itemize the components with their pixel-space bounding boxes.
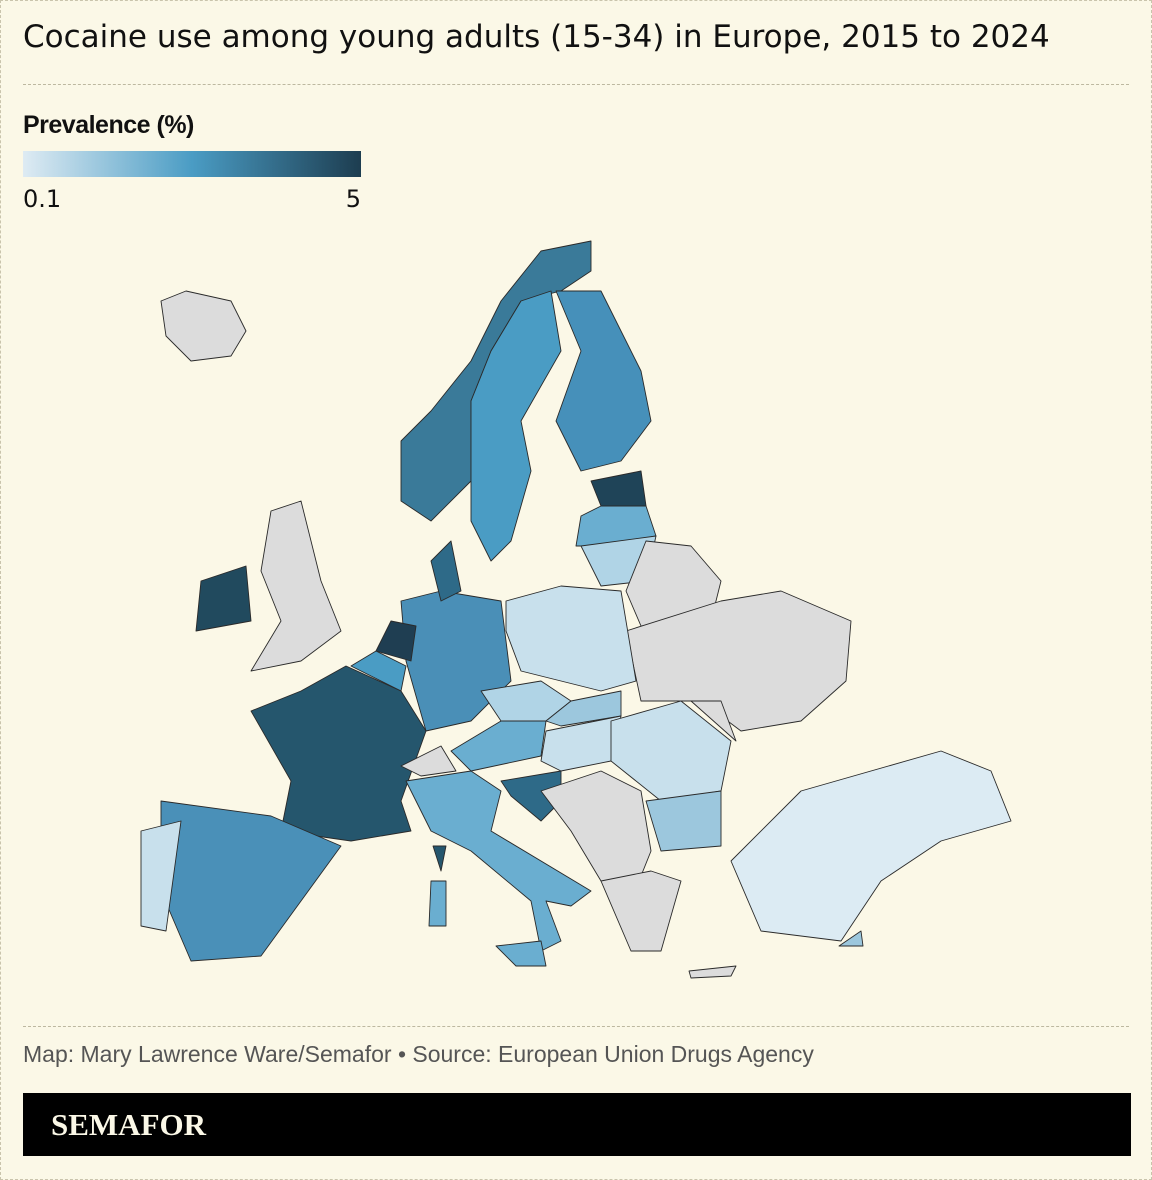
switzerland xyxy=(400,745,457,777)
poland xyxy=(505,585,637,692)
netherlands xyxy=(375,620,417,662)
legend-max-label: 5 xyxy=(346,185,361,213)
hungary xyxy=(540,715,622,772)
united-kingdom xyxy=(250,500,342,672)
brand-logo: SEMAFOR xyxy=(51,1107,206,1142)
cyprus xyxy=(838,930,864,947)
ireland xyxy=(195,565,252,632)
turkey xyxy=(730,750,1012,942)
croatia xyxy=(500,770,562,822)
sweden xyxy=(470,290,562,562)
moldova xyxy=(690,700,737,742)
legend-bar xyxy=(23,151,361,177)
map xyxy=(140,240,1012,979)
divider xyxy=(23,1026,1129,1027)
legend-title: Prevalence (%) xyxy=(23,111,194,139)
divider xyxy=(23,84,1129,85)
credit: Map: Mary Lawrence Ware/Semafor • Source… xyxy=(23,1041,814,1067)
italy xyxy=(405,770,592,952)
sicily xyxy=(495,940,547,967)
legend-min-label: 0.1 xyxy=(23,185,61,213)
portugal xyxy=(140,820,182,932)
belgium xyxy=(350,650,407,692)
bulgaria xyxy=(645,790,722,852)
crete xyxy=(688,965,737,979)
title: Cocaine use among young adults (15-34) i… xyxy=(23,19,1050,55)
finland xyxy=(555,290,652,472)
corsica xyxy=(432,845,447,872)
iceland xyxy=(160,290,247,362)
greece xyxy=(600,870,682,952)
sardinia xyxy=(428,880,447,927)
map-area: 0.1 5 xyxy=(23,151,1012,979)
slovakia xyxy=(545,690,622,727)
denmark xyxy=(430,540,462,602)
estonia xyxy=(590,470,647,507)
france xyxy=(250,665,427,842)
ukraine xyxy=(625,590,852,732)
brand-bar: SEMAFOR xyxy=(23,1093,1131,1156)
austria xyxy=(450,720,547,772)
